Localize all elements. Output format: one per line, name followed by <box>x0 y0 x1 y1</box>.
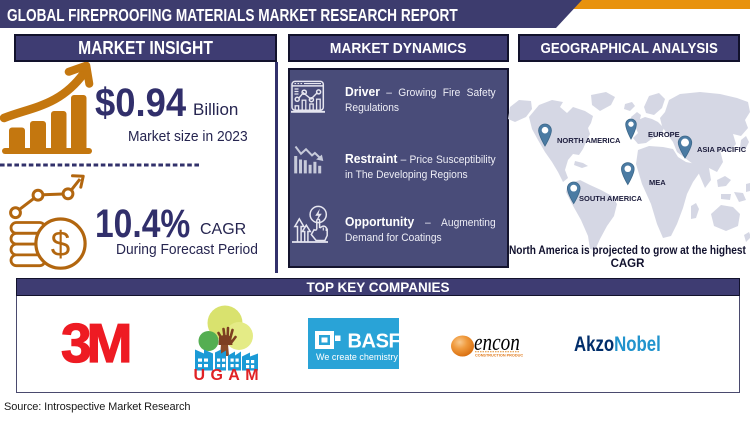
svg-text:BASF: BASF <box>348 331 400 353</box>
svg-text:UGAM: UGAM <box>194 367 263 384</box>
svg-text:encon: encon <box>474 332 520 356</box>
svg-text:CONSTRUCTION PRODUCTS: CONSTRUCTION PRODUCTS <box>475 354 523 358</box>
svg-text:We create chemistry: We create chemistry <box>316 352 398 362</box>
svg-text:$: $ <box>51 225 70 264</box>
